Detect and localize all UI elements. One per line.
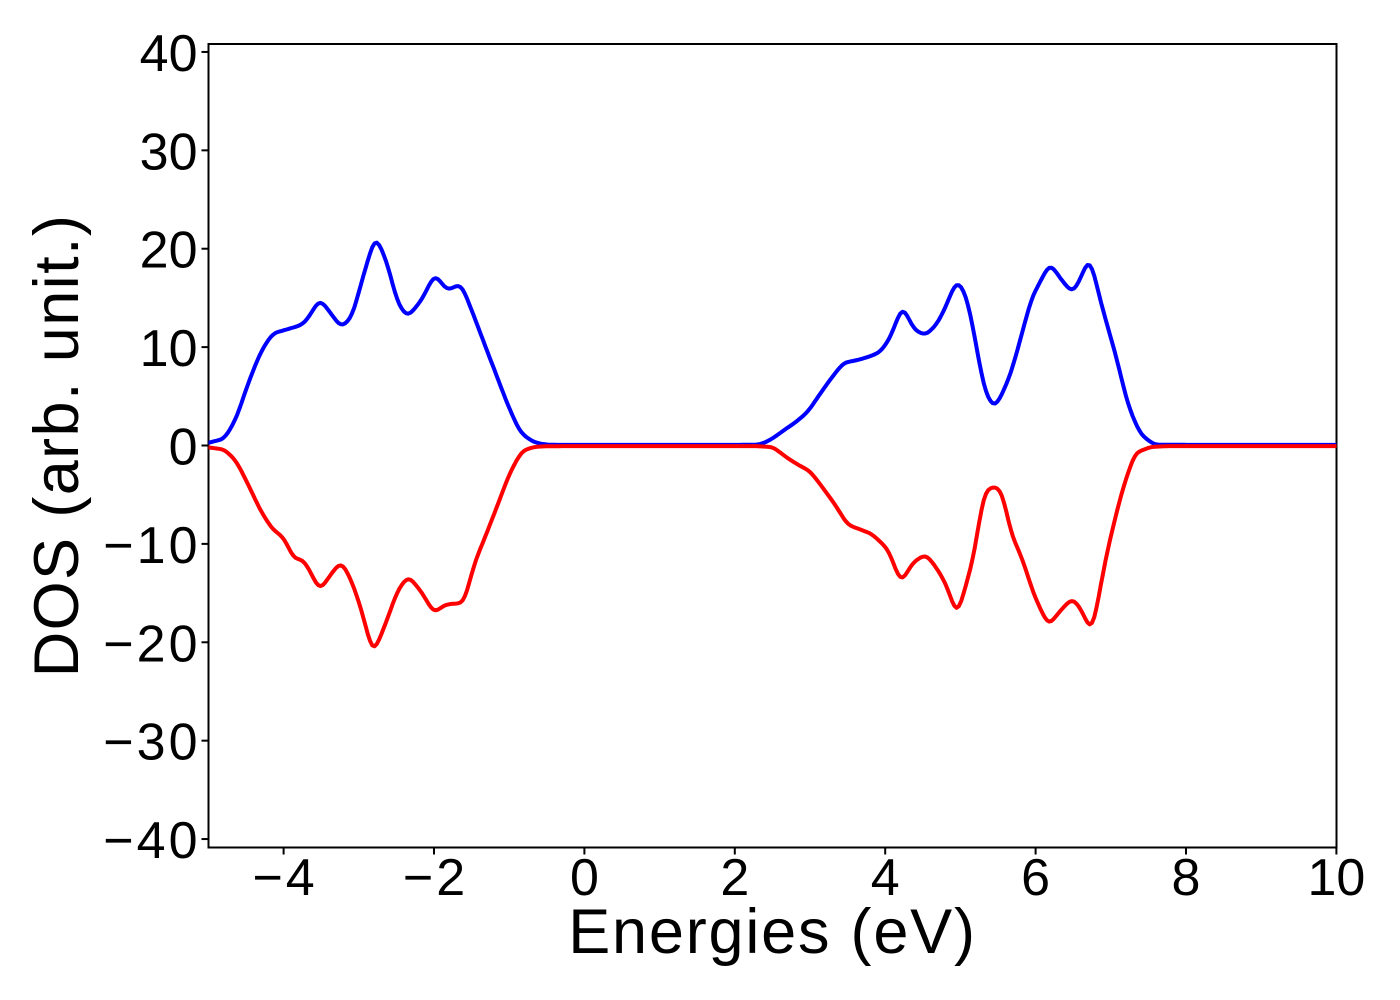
svg-text:6: 6	[1021, 849, 1050, 907]
svg-text:10: 10	[1307, 849, 1365, 907]
svg-text:−40: −40	[103, 812, 200, 870]
svg-text:−20: −20	[103, 615, 200, 673]
svg-text:10: 10	[140, 320, 198, 378]
svg-text:−10: −10	[103, 517, 200, 575]
svg-text:0: 0	[169, 419, 198, 477]
svg-text:20: 20	[140, 222, 198, 280]
svg-text:−2: −2	[403, 849, 468, 907]
svg-text:30: 30	[140, 123, 198, 181]
svg-text:2: 2	[720, 849, 749, 907]
svg-text:−30: −30	[103, 714, 200, 772]
svg-text:Energies (eV): Energies (eV)	[568, 897, 977, 967]
svg-text:0: 0	[570, 849, 599, 907]
svg-text:40: 40	[140, 25, 198, 83]
svg-text:−4: −4	[252, 849, 317, 907]
svg-text:8: 8	[1172, 849, 1201, 907]
svg-text:DOS (arb. unit.): DOS (arb. unit.)	[22, 214, 92, 678]
svg-text:4: 4	[871, 849, 900, 907]
